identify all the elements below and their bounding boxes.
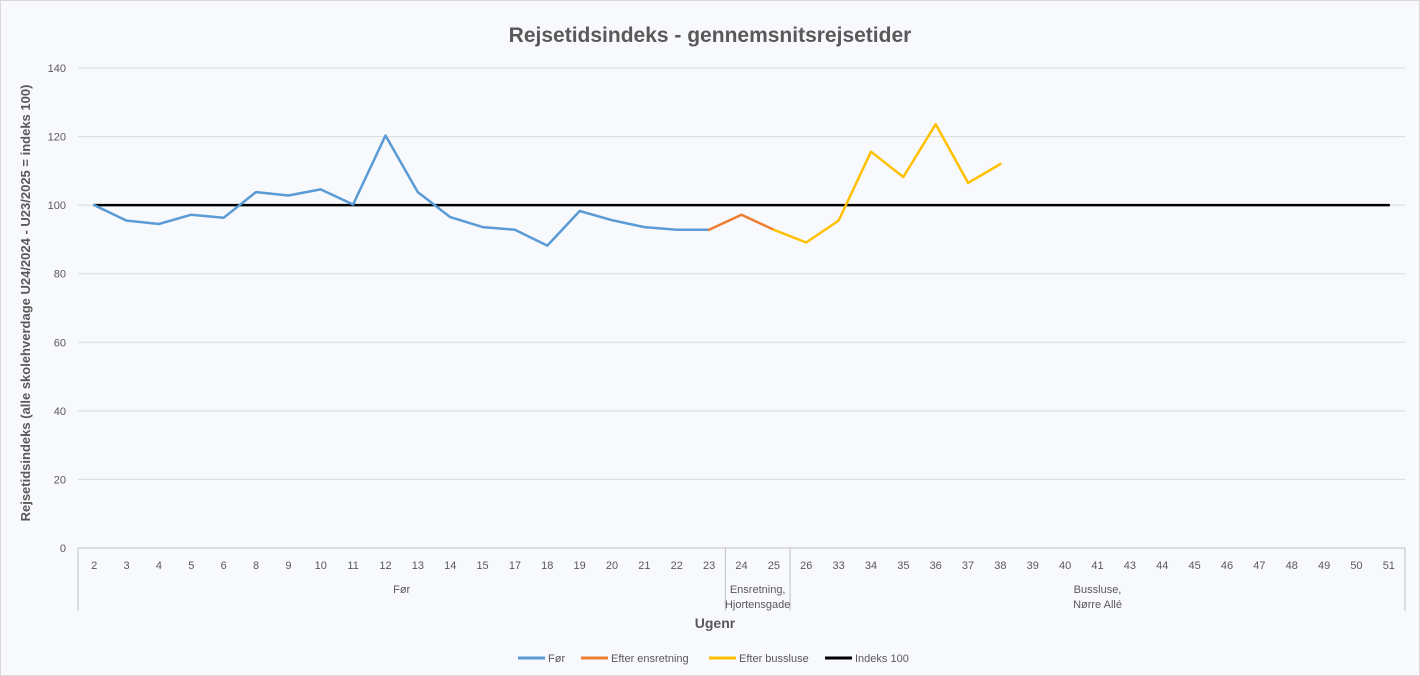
y-tick-label: 20: [54, 474, 66, 486]
x-tick-label: 20: [606, 560, 618, 572]
y-tick-label: 0: [60, 543, 66, 555]
x-tick-label: 6: [221, 560, 227, 572]
x-tick-label: 49: [1318, 560, 1330, 572]
x-tick-label: 4: [156, 560, 162, 572]
x-tick-label: 18: [541, 560, 553, 572]
series-line-efter-ensretning: [707, 213, 776, 232]
x-tick-label: 34: [865, 560, 877, 572]
x-tick-label: 3: [123, 560, 129, 572]
y-tick-label: 100: [48, 200, 66, 212]
x-tick-label: 5: [188, 560, 194, 572]
y-tick-label: 80: [54, 269, 66, 281]
group-label: Ensretning, Hjortensgade: [725, 584, 790, 611]
x-axis-title: Ugenr: [695, 615, 736, 631]
x-tick-label: 24: [735, 560, 747, 572]
x-tick-label: 45: [1188, 560, 1200, 572]
x-tick-label: 47: [1253, 560, 1265, 572]
chart-title: Rejsetidsindeks - gennemsnitsrejsetider: [509, 24, 912, 47]
legend-label: Efter ensretning: [611, 653, 689, 665]
x-tick-label: 22: [671, 560, 683, 572]
legend-label: Efter bussluse: [739, 653, 809, 665]
legend: Før Efter ensretning Efter bussluse Indeks …: [518, 653, 909, 665]
x-tick-label: 17: [509, 560, 521, 572]
group-label: Før: [393, 584, 410, 596]
x-tick-label: 46: [1221, 560, 1233, 572]
x-tick-label: 50: [1350, 560, 1362, 572]
legend-label: Før: [548, 653, 565, 665]
x-tick-label: 40: [1059, 560, 1071, 572]
x-tick-label: 38: [994, 560, 1006, 572]
x-tick-label: 33: [832, 560, 844, 572]
x-tick-label: 21: [638, 560, 650, 572]
x-tick-label: 13: [412, 560, 424, 572]
x-tick-label: 44: [1156, 560, 1168, 572]
x-tick-label: 37: [962, 560, 974, 572]
y-tick-label: 60: [54, 337, 66, 349]
x-tick-label: 51: [1383, 560, 1395, 572]
x-tick-label: 12: [379, 560, 391, 572]
legend-label: Indeks 100: [855, 653, 909, 665]
y-tick-label: 140: [48, 63, 66, 75]
x-tick-label: 15: [476, 560, 488, 572]
x-tick-label: 2: [91, 560, 97, 572]
x-tick-label: 11: [347, 560, 358, 572]
x-tick-label: 9: [285, 560, 291, 572]
x-tick-label: 41: [1091, 560, 1103, 572]
series-lines: [92, 122, 1391, 247]
y-tick-label: 40: [54, 406, 66, 418]
group-label: Bussluse, Nørre Allé: [1073, 584, 1122, 611]
y-tick-labels: 0 20 40 60 80 100 120 140: [48, 63, 66, 555]
x-tick-label: 43: [1124, 560, 1136, 572]
x-axis: 2 3 4 5 6 8 9 10 11 12 13 14 15 17 18 19 20 21 22 23 24 25 26 3…: [77, 547, 1406, 611]
series-line-efter-bussluse: [772, 122, 1002, 244]
x-tick-label: 8: [253, 560, 259, 572]
x-tick-label: 14: [444, 560, 456, 572]
y-tick-label: 120: [48, 132, 66, 144]
x-tick-label: 39: [1027, 560, 1039, 572]
x-tick-label: 25: [768, 560, 780, 572]
x-tick-label: 26: [800, 560, 812, 572]
series-line-før: [92, 134, 711, 247]
x-tick-label: 35: [897, 560, 909, 572]
x-tick-label: 23: [703, 560, 715, 572]
x-tick-label: 48: [1286, 560, 1298, 572]
x-tick-label: 10: [315, 560, 327, 572]
x-tick-label: 19: [574, 560, 586, 572]
x-tick-label: 36: [930, 560, 942, 572]
y-axis-title: Rejsetidsindeks (alle skolehverdage U24/…: [18, 85, 33, 522]
gridlines: [78, 67, 1405, 480]
